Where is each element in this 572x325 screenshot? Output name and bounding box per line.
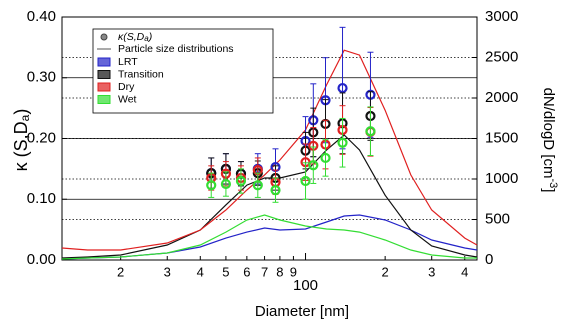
y-tick-label: 0.30 [27, 69, 56, 86]
y2-tick-label: 2500 [485, 48, 518, 65]
kappa-point [270, 185, 281, 196]
legend-label-part: κ(S,D [118, 31, 145, 43]
legend-swatch [97, 82, 111, 92]
y2-label-sup: -3 [547, 178, 559, 188]
kappa-point [337, 82, 348, 94]
y2-tick-label: 1000 [485, 170, 518, 187]
legend-label: Transition [118, 68, 164, 80]
x-tick-label: 4 [197, 264, 204, 279]
kappa-point [252, 180, 263, 191]
kappa-point [337, 137, 348, 148]
y-axis-label: κ (S,Da) [11, 109, 32, 172]
kappa-point [300, 175, 311, 187]
kappa-point [206, 180, 217, 191]
y-tick-label: 0.20 [27, 129, 56, 146]
y-label-sub: a [18, 114, 32, 121]
plot-frame [61, 16, 478, 261]
legend: κ(S,Da)Particle size distributionsLRTTra… [92, 28, 274, 114]
kappa-point [235, 175, 247, 187]
x-tick-label: 2 [382, 264, 389, 279]
y2-axis-label: dN/dlogD [cm-3] [540, 88, 559, 193]
y2-tick-label: 0 [485, 251, 493, 268]
size-distribution-line [61, 134, 478, 259]
y-label-end: ) [11, 109, 31, 115]
kappa-point [220, 178, 232, 190]
legend-label: Dry [118, 81, 135, 93]
y2-tick-label: 500 [485, 210, 510, 227]
legend-label-part: a [144, 34, 149, 43]
y2-label-main: dN/dlogD [cm [540, 88, 557, 179]
legend-label: LRT [118, 56, 138, 68]
legend-swatch [97, 70, 111, 79]
size-distribution-line [61, 49, 478, 251]
kappa-point [365, 126, 376, 137]
kappa-point [308, 160, 319, 171]
legend-marker [100, 33, 108, 41]
x-tick-label: 5 [222, 264, 229, 279]
y2-label-end: ] [540, 188, 557, 192]
x-tick-label: 3 [164, 264, 171, 279]
x-tick-label: 9 [290, 264, 297, 279]
y2-tick-label: 1500 [485, 129, 518, 146]
y-tick-label: 0.10 [27, 190, 56, 207]
x-tick-label: 3 [428, 264, 435, 279]
legend-swatch [97, 57, 111, 67]
y2-tick-label: 2000 [485, 89, 518, 106]
y-tick-label: 0.00 [27, 251, 56, 268]
y2-tick-label: 3000 [485, 8, 518, 25]
x-tick-label: 4 [461, 264, 468, 279]
y-label-main: κ (S,D [11, 121, 31, 171]
x-tick-label: 7 [261, 264, 268, 279]
x-tick-label: 100 [293, 277, 318, 294]
legend-label: Particle size distributions [118, 43, 234, 55]
size-distribution-line [61, 214, 478, 260]
x-tick-label: 2 [117, 264, 124, 279]
kappa-point [320, 152, 331, 164]
legend-label: Wet [118, 93, 137, 105]
x-tick-label: 6 [243, 264, 250, 279]
legend-box [92, 28, 274, 114]
y-tick-label: 0.40 [27, 8, 56, 25]
x-axis-label: Diameter [nm] [255, 303, 349, 320]
x-tick-label: 8 [276, 264, 283, 279]
size-distribution-line [61, 214, 477, 260]
legend-label-part: ) [147, 31, 153, 43]
legend-label: κ(S,Da) [118, 31, 152, 43]
legend-swatch [97, 95, 111, 104]
